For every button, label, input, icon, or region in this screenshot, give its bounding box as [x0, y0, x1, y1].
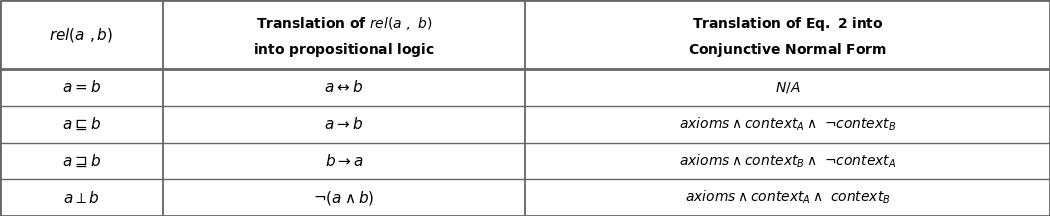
Text: $\it{axioms\wedge context_{A}\wedge\ \neg context_{B}}$: $\it{axioms\wedge context_{A}\wedge\ \ne…: [679, 116, 896, 133]
Bar: [0, 0, 163, 69]
Text: $\it{N/A}$: $\it{N/A}$: [775, 80, 800, 95]
Text: $\it{axioms\wedge context_{A}\wedge\ context_{B}}$: $\it{axioms\wedge context_{A}\wedge\ con…: [685, 189, 890, 206]
Text: $\it{rel(a\ ,b)}$: $\it{rel(a\ ,b)}$: [49, 25, 113, 44]
Text: $\bf{Conjunctive\ Normal\ Form}$: $\bf{Conjunctive\ Normal\ Form}$: [688, 41, 887, 59]
Text: $\bf{Translation\ of\ Eq.\ 2\ into}$: $\bf{Translation\ of\ Eq.\ 2\ into}$: [692, 15, 883, 33]
Bar: [163, 106, 525, 143]
Text: $\it{a\rightarrow b}$: $\it{a\rightarrow b}$: [324, 116, 363, 132]
Bar: [525, 0, 1050, 69]
Bar: [0, 69, 163, 106]
Bar: [0, 106, 163, 143]
Text: $\it{a=b}$: $\it{a=b}$: [62, 79, 101, 95]
Bar: [525, 106, 1050, 143]
Bar: [163, 0, 525, 69]
Text: $\it{a}$$\sqsubseteq$$\it{b}$: $\it{a}$$\sqsubseteq$$\it{b}$: [62, 116, 101, 132]
Bar: [525, 143, 1050, 179]
Text: $\it{a}$$\sqsupseteq$$\it{b}$: $\it{a}$$\sqsupseteq$$\it{b}$: [62, 153, 101, 169]
Bar: [163, 179, 525, 216]
Bar: [163, 143, 525, 179]
Text: $\bf{into\ propositional\ logic}$: $\bf{into\ propositional\ logic}$: [253, 41, 435, 59]
Text: $\it{axioms\wedge context_{B}\wedge\ \neg context_{A}}$: $\it{axioms\wedge context_{B}\wedge\ \ne…: [679, 152, 896, 170]
Bar: [163, 69, 525, 106]
Text: $\it{b\rightarrow a}$: $\it{b\rightarrow a}$: [324, 153, 363, 169]
Bar: [0, 143, 163, 179]
Text: $\it{a\leftrightarrow b}$: $\it{a\leftrightarrow b}$: [324, 79, 363, 95]
Bar: [525, 69, 1050, 106]
Text: $\it{\neg(a\wedge b)}$: $\it{\neg(a\wedge b)}$: [313, 189, 375, 207]
Text: $\bf{Translation\ of}$ $\it{rel(a\ ,\ b)}$: $\bf{Translation\ of}$ $\it{rel(a\ ,\ b)…: [256, 15, 432, 32]
Bar: [0, 179, 163, 216]
Text: $\it{a}$$\perp$$\it{b}$: $\it{a}$$\perp$$\it{b}$: [63, 190, 100, 206]
Bar: [525, 179, 1050, 216]
